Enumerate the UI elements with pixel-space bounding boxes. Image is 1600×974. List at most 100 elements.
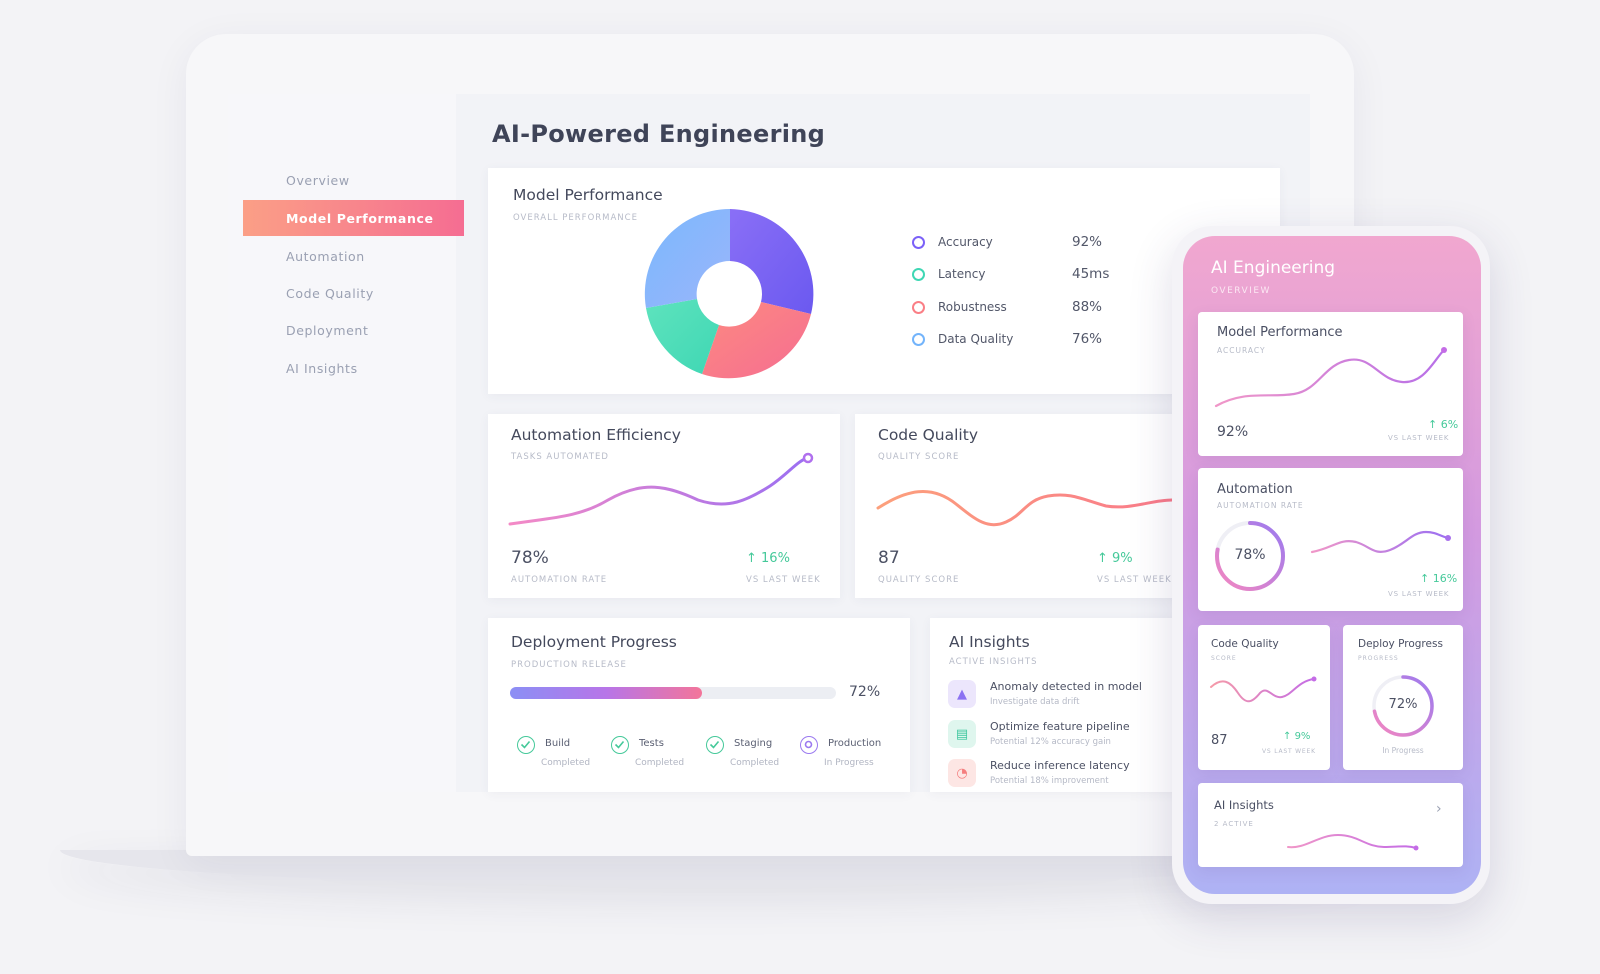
legend-label: Accuracy bbox=[938, 235, 993, 249]
insight-item[interactable]: ▤ Optimize feature pipeline Potential 12… bbox=[948, 720, 1178, 752]
phone-automation-ring bbox=[1215, 521, 1285, 591]
donut-slice-robustness bbox=[702, 302, 811, 379]
sidebar-item-overview[interactable]: Overview bbox=[286, 172, 350, 188]
phone-automation-card[interactable]: Automation AUTOMATION RATE 78% ↑ 16% VS … bbox=[1198, 468, 1463, 611]
stage-name: Build bbox=[545, 738, 571, 749]
phone-subtitle: OVERVIEW bbox=[1211, 286, 1271, 296]
triangle-icon: ▲ bbox=[948, 680, 976, 708]
phone-deploy-status: In Progress bbox=[1382, 746, 1424, 755]
deployment-title: Deployment Progress bbox=[511, 633, 677, 651]
stage-name: Tests bbox=[639, 738, 664, 749]
phone-screen: AI Engineering OVERVIEW Model Performanc… bbox=[1183, 236, 1481, 894]
legend-accuracy: Accuracy 92% bbox=[912, 232, 1102, 252]
sidebar: Overview Model Performance Automation Co… bbox=[228, 94, 464, 792]
phone-deploy-title: Deploy Progress bbox=[1358, 638, 1443, 650]
stage-status: Completed bbox=[541, 758, 591, 768]
code-quality-value-caption: QUALITY SCORE bbox=[878, 575, 960, 585]
phone-insights-card[interactable]: AI Insights 2 ACTIVE › bbox=[1198, 783, 1463, 867]
donut-slice-data-quality bbox=[644, 208, 730, 308]
model-performance-card[interactable] bbox=[488, 168, 1280, 394]
donut-slice-accuracy bbox=[730, 209, 814, 314]
sidebar-item-automation[interactable]: Automation bbox=[286, 248, 365, 264]
phone-code-card[interactable]: Code Quality SCORE 87 ↑ 9% VS LAST WEEK bbox=[1198, 625, 1330, 770]
sparkline-end-dot bbox=[1445, 535, 1451, 541]
check-circle-icon bbox=[706, 736, 724, 754]
automation-value-caption: AUTOMATION RATE bbox=[511, 575, 608, 585]
speed-icon: ◔ bbox=[948, 759, 976, 787]
code-quality-trend-caption: VS LAST WEEK bbox=[1097, 575, 1172, 585]
deployment-progress-track bbox=[510, 687, 836, 699]
accuracy-ring-icon bbox=[912, 235, 925, 249]
sparkline-end-dot bbox=[1413, 845, 1419, 851]
chevron-right-icon[interactable]: › bbox=[1436, 801, 1442, 817]
phone-automation-value: 78% bbox=[1234, 547, 1266, 563]
automation-sparkline bbox=[508, 452, 814, 526]
sparkline-end-dot bbox=[802, 452, 814, 464]
phone-code-subtitle: SCORE bbox=[1211, 655, 1237, 662]
legend-value: 45ms bbox=[1072, 266, 1110, 282]
phone-deploy-value: 72% bbox=[1388, 697, 1418, 712]
stage-status: In Progress bbox=[824, 758, 874, 768]
sparkline-end-dot bbox=[1441, 347, 1447, 353]
arrow-up-icon: ↑ bbox=[746, 551, 762, 566]
sparkline-end-dot bbox=[1311, 676, 1317, 682]
phone-code-sparkline bbox=[1210, 676, 1317, 703]
deployment-progress-label: 72% bbox=[849, 684, 881, 700]
phone-automation-title: Automation bbox=[1217, 482, 1293, 497]
stage-production: Production In Progress bbox=[800, 736, 890, 772]
model-performance-subtitle: OVERALL PERFORMANCE bbox=[513, 213, 638, 223]
check-circle-icon bbox=[611, 736, 629, 754]
trend-value: 6% bbox=[1440, 418, 1459, 431]
sidebar-item-deployment[interactable]: Deployment bbox=[286, 322, 369, 338]
deployment-progress-fill bbox=[510, 687, 703, 699]
insight-subtitle: Potential 18% improvement bbox=[990, 776, 1109, 786]
insight-title: Anomaly detected in model bbox=[990, 680, 1142, 693]
automation-trend-caption: VS LAST WEEK bbox=[746, 575, 821, 585]
code-quality-trend: ↑ 9% bbox=[1097, 551, 1133, 566]
trend-value: 16% bbox=[1432, 572, 1458, 585]
sidebar-item-code-quality[interactable]: Code Quality bbox=[286, 285, 374, 301]
model-performance-title: Model Performance bbox=[513, 186, 663, 204]
phone-insights-title: AI Insights bbox=[1214, 798, 1274, 812]
automation-card[interactable] bbox=[488, 414, 840, 598]
trend-value: 16% bbox=[761, 551, 790, 566]
stage-status: Completed bbox=[730, 758, 780, 768]
legend-robustness: Robustness 88% bbox=[912, 297, 1102, 317]
deployment-subtitle: PRODUCTION RELEASE bbox=[511, 660, 627, 670]
in-progress-circle-icon bbox=[800, 736, 818, 754]
legend-latency: Latency 45ms bbox=[912, 264, 1109, 284]
phone-automation-trend: ↑ 16% bbox=[1420, 572, 1457, 585]
legend-value: 76% bbox=[1072, 331, 1103, 347]
deployment-card[interactable] bbox=[488, 618, 910, 792]
phone-deploy-card[interactable]: Deploy Progress PROGRESS 72% In Progress bbox=[1343, 625, 1463, 770]
stage-name: Production bbox=[828, 738, 882, 749]
phone-model-card[interactable]: Model Performance ACCURACY 92% ↑ 6% VS L… bbox=[1198, 312, 1463, 456]
code-quality-sparkline bbox=[876, 490, 1174, 527]
stage-build: Build Completed bbox=[517, 736, 607, 772]
sidebar-item-model-performance[interactable]: Model Performance bbox=[243, 200, 464, 236]
automation-title: Automation Efficiency bbox=[511, 426, 681, 444]
sidebar-item-ai-insights[interactable]: AI Insights bbox=[286, 360, 358, 376]
insights-title: AI Insights bbox=[949, 633, 1030, 651]
ring-progress bbox=[1372, 675, 1434, 737]
phone-model-trend-caption: VS LAST WEEK bbox=[1388, 434, 1450, 442]
phone-code-title: Code Quality bbox=[1211, 638, 1279, 650]
legend-label: Latency bbox=[938, 267, 986, 281]
donut-chart bbox=[644, 208, 814, 379]
phone-automation-sparkline bbox=[1310, 530, 1451, 554]
robustness-ring-icon bbox=[912, 300, 925, 314]
phone-code-value: 87 bbox=[1211, 733, 1228, 748]
insight-title: Reduce inference latency bbox=[990, 759, 1130, 772]
page-title: AI-Powered Engineering bbox=[492, 120, 826, 148]
insights-subtitle: ACTIVE INSIGHTS bbox=[949, 657, 1038, 667]
arrow-up-icon: ↑ bbox=[1283, 731, 1295, 742]
insight-item[interactable]: ▲ Anomaly detected in model Investigate … bbox=[948, 680, 1178, 712]
donut-slice-latency bbox=[646, 299, 719, 374]
phone-insights-subtitle: 2 ACTIVE bbox=[1214, 820, 1254, 828]
stage-staging: Staging Completed bbox=[706, 736, 796, 772]
phone-title: AI Engineering bbox=[1211, 258, 1336, 278]
trend-value: 9% bbox=[1112, 551, 1133, 566]
insight-item[interactable]: ◔ Reduce inference latency Potential 18%… bbox=[948, 759, 1178, 791]
legend-label: Data Quality bbox=[938, 332, 1014, 346]
phone-model-subtitle: ACCURACY bbox=[1217, 346, 1266, 355]
